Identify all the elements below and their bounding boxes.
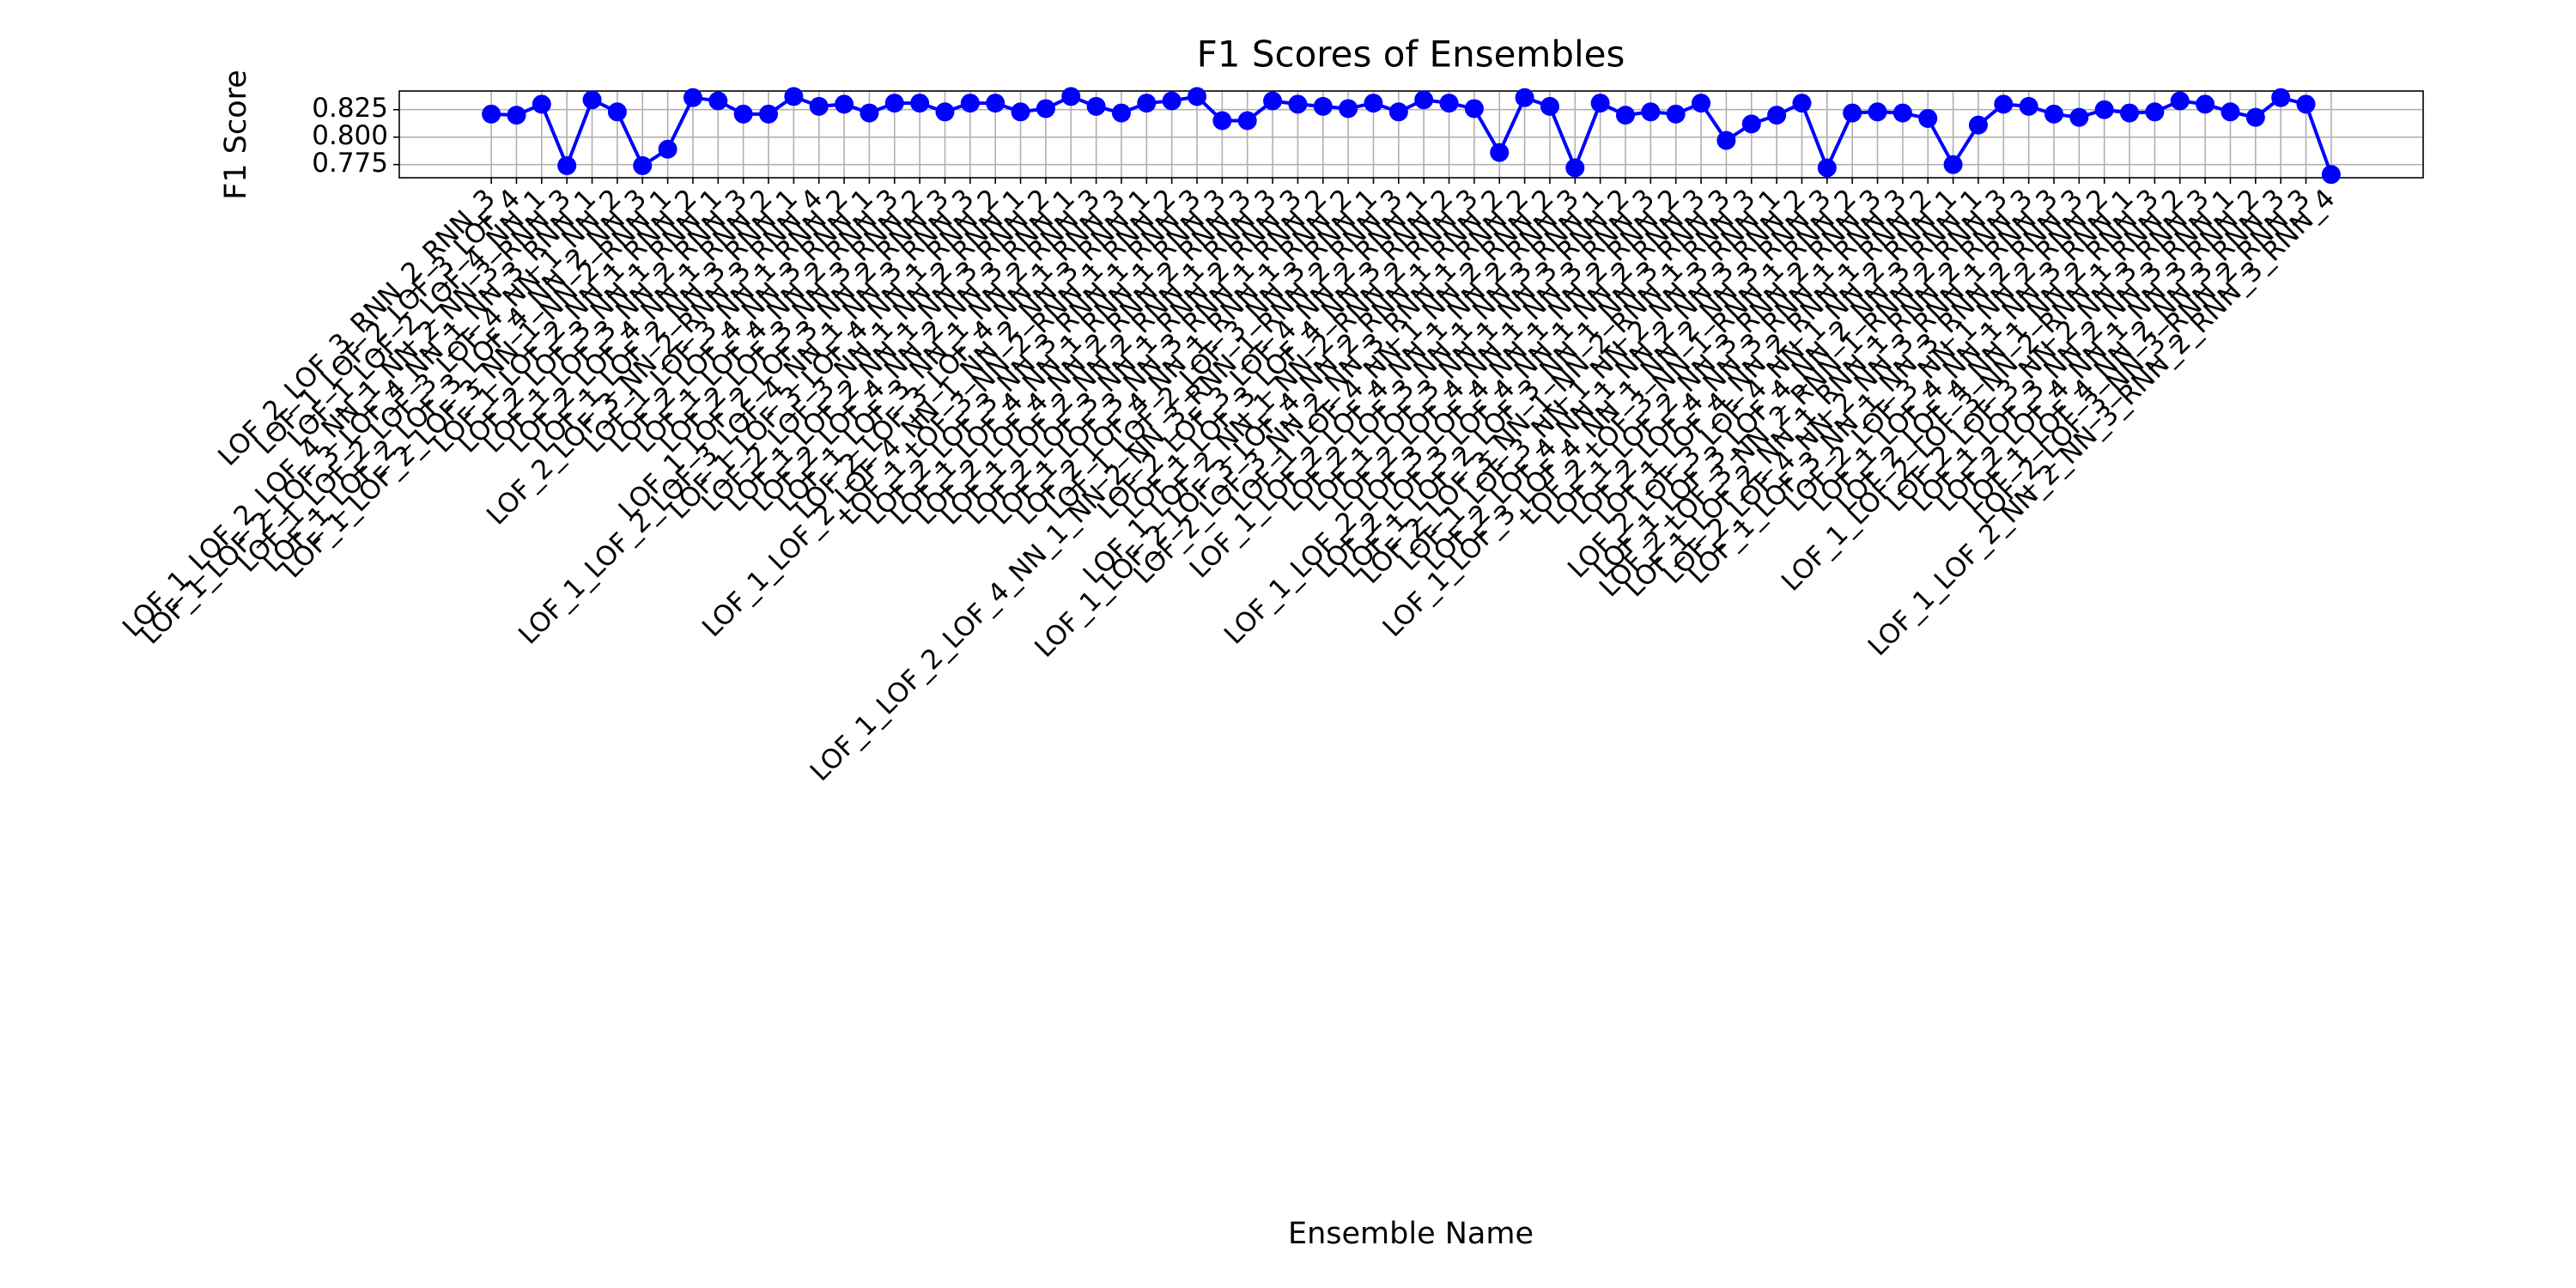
point xyxy=(1237,111,1257,131)
point xyxy=(2296,94,2316,114)
point xyxy=(1011,102,1030,122)
point xyxy=(1540,96,1559,116)
point xyxy=(2145,102,2165,122)
point xyxy=(860,103,879,123)
point xyxy=(1263,91,1283,111)
y-tick-label: 0.800 xyxy=(312,120,388,151)
point xyxy=(1036,99,1055,118)
point xyxy=(986,94,1005,113)
point xyxy=(2271,88,2291,107)
point xyxy=(633,155,653,175)
point xyxy=(835,94,854,114)
point xyxy=(910,94,930,113)
point xyxy=(1388,102,1408,122)
point xyxy=(1893,103,1912,123)
point xyxy=(784,87,804,106)
point xyxy=(708,91,728,111)
point xyxy=(582,90,602,110)
point xyxy=(2120,103,2140,123)
point xyxy=(1364,94,1383,113)
y-tick-label: 0.775 xyxy=(312,148,388,179)
point xyxy=(1414,90,1434,110)
point xyxy=(1792,94,1812,113)
point xyxy=(658,139,677,159)
point xyxy=(1968,115,1988,135)
point xyxy=(2321,165,2341,185)
point xyxy=(607,102,627,122)
point xyxy=(960,94,980,113)
point xyxy=(1162,91,1182,111)
point xyxy=(1817,158,1837,178)
point xyxy=(1716,131,1736,150)
point xyxy=(1439,94,1459,113)
point xyxy=(1615,106,1635,125)
point xyxy=(733,104,753,124)
point xyxy=(1313,96,1333,116)
point xyxy=(482,104,501,124)
point xyxy=(1212,111,1232,131)
point xyxy=(1565,158,1585,178)
point xyxy=(1994,94,2014,114)
point xyxy=(1061,87,1081,106)
point xyxy=(683,88,702,107)
point xyxy=(2196,94,2215,114)
plot-frame xyxy=(398,90,2424,179)
point xyxy=(1641,102,1661,122)
point xyxy=(1464,99,1484,118)
point xyxy=(1868,102,1887,122)
point xyxy=(1490,143,1510,162)
point xyxy=(2069,107,2089,127)
y-axis-label: F1 Score xyxy=(219,70,253,200)
point xyxy=(1515,88,1534,107)
point xyxy=(1137,94,1157,113)
point xyxy=(1692,94,1711,113)
point xyxy=(507,106,526,125)
point xyxy=(2245,107,2265,127)
point xyxy=(1188,87,1207,106)
point xyxy=(1111,103,1131,123)
point xyxy=(1918,108,1938,128)
y-tick-label: 0.825 xyxy=(312,93,388,124)
point xyxy=(1288,94,1308,114)
point xyxy=(2019,96,2038,116)
point xyxy=(1590,94,1610,113)
point xyxy=(1741,114,1761,134)
point xyxy=(1339,99,1358,118)
point xyxy=(2221,102,2240,122)
point xyxy=(557,155,577,175)
point xyxy=(809,96,829,116)
point xyxy=(1943,155,1963,174)
point xyxy=(1086,96,1106,116)
point xyxy=(759,104,779,124)
x-axis-label: Ensemble Name xyxy=(1288,1217,1534,1251)
point xyxy=(2044,104,2063,124)
point xyxy=(2170,91,2190,111)
point xyxy=(884,94,904,113)
point xyxy=(532,94,551,114)
point xyxy=(1666,104,1686,124)
point xyxy=(935,102,955,122)
point xyxy=(1843,103,1862,123)
point xyxy=(2094,100,2114,119)
point xyxy=(1767,106,1787,125)
chart-title: F1 Scores of Ensembles xyxy=(1197,33,1625,76)
